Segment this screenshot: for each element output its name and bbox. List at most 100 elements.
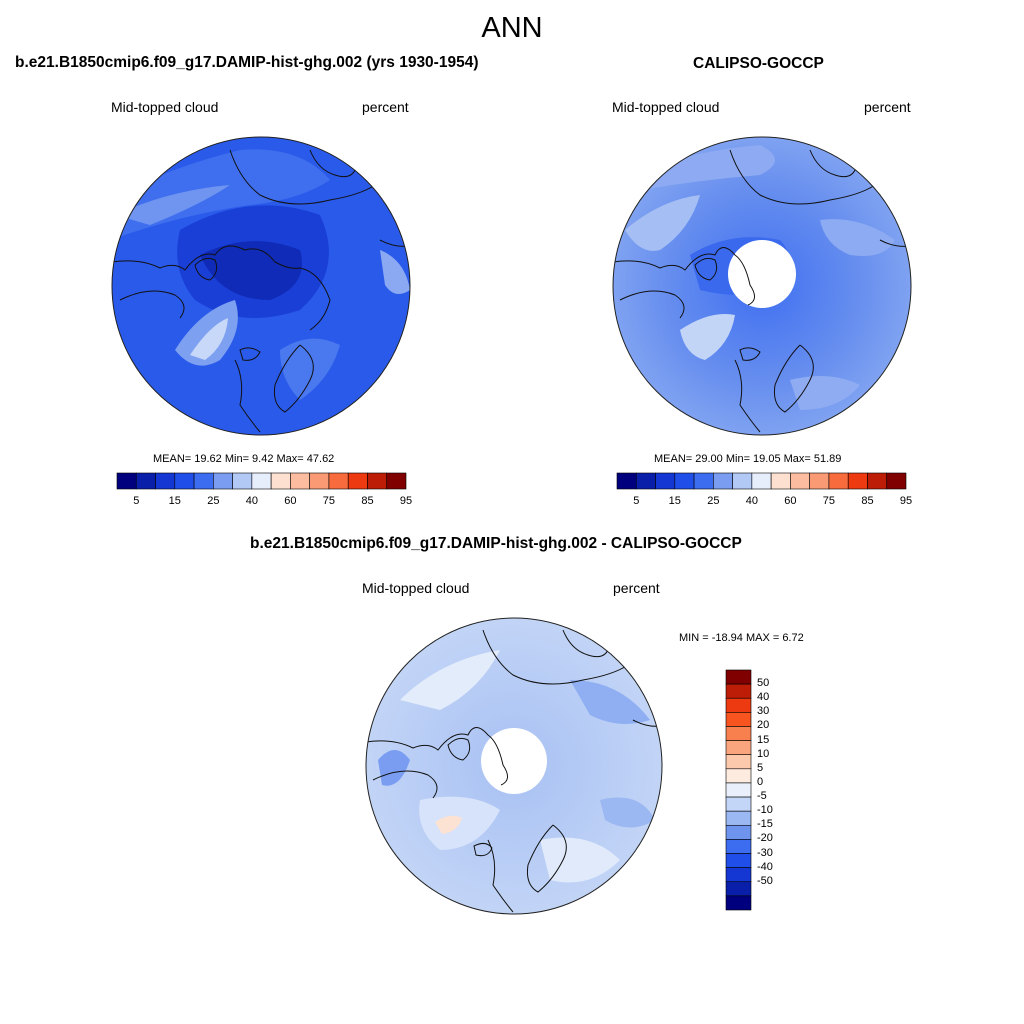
diff-map-border: [365, 617, 663, 915]
colorbar-swatch: [725, 740, 752, 756]
diff-colorbar: [725, 669, 752, 911]
model-polar-map: [111, 136, 411, 436]
colorbar-swatch: [725, 853, 752, 868]
model-high-cloud-patch: [115, 185, 230, 225]
model-pacific-patch: [380, 250, 410, 294]
obs-variable-label: Mid-topped cloud: [612, 99, 720, 115]
obs-pacific-patch: [820, 219, 895, 256]
obs-light-patch-1: [625, 195, 700, 251]
colorbar-swatch: [232, 472, 253, 490]
colorbar-swatch: [174, 472, 195, 490]
colorbar-swatch: [655, 472, 676, 490]
obs-colorbar: [616, 472, 907, 490]
obs-coastlines: [613, 149, 911, 433]
colorbar-swatch: [725, 824, 752, 840]
colorbar-tick-label: 15: [168, 495, 181, 507]
colorbar-swatch: [732, 472, 753, 490]
colorbar-swatch: [725, 839, 752, 854]
colorbar-tick-label: 0: [757, 775, 764, 788]
diff-positive-patch: [435, 815, 462, 834]
model-arctic-minimum: [200, 241, 302, 300]
colorbar-swatch: [725, 782, 752, 798]
colorbar-tick-label: -30: [757, 846, 773, 859]
colorbar-swatch: [367, 472, 388, 490]
colorbar-swatch: [809, 472, 830, 490]
diff-light-patch-3: [540, 837, 620, 883]
colorbar-swatch: [616, 472, 637, 490]
colorbar-tick-label: -15: [757, 818, 773, 831]
colorbar-tick-label: 85: [861, 495, 874, 507]
colorbar-tick-label: 85: [361, 495, 374, 507]
colorbar-swatch: [770, 472, 791, 490]
colorbar-swatch: [116, 472, 137, 490]
colorbar-swatch: [725, 796, 752, 812]
colorbar-swatch: [347, 472, 368, 490]
obs-greenland-patch: [680, 314, 735, 360]
colorbar-tick-label: 20: [757, 719, 770, 732]
colorbar-swatch: [193, 472, 214, 490]
colorbar-swatch: [725, 712, 752, 727]
model-variable-label: Mid-topped cloud: [111, 99, 219, 115]
colorbar-swatch: [751, 472, 772, 490]
colorbar-tick-label: -50: [757, 874, 773, 887]
colorbar-swatch: [847, 472, 868, 490]
diff-negative-patch-3: [600, 797, 655, 828]
model-colorbar: [116, 472, 407, 490]
colorbar-swatch: [309, 472, 330, 490]
colorbar-swatch: [251, 472, 272, 490]
obs-map-border: [612, 136, 912, 436]
colorbar-tick-label: 5: [633, 495, 640, 507]
diff-negative-patch-2: [378, 750, 410, 786]
model-canada-patch: [280, 338, 340, 400]
diff-units-label: percent: [613, 580, 660, 596]
model-stats: MEAN= 19.62 Min= 9.42 Max= 47.62: [153, 453, 335, 465]
colorbar-swatch: [725, 683, 752, 699]
colorbar-swatch: [725, 867, 752, 883]
colorbar-tick-label: 5: [757, 761, 764, 774]
colorbar-swatch: [725, 881, 752, 897]
colorbar-tick-label: -5: [757, 790, 767, 803]
colorbar-swatch: [213, 472, 233, 490]
colorbar-swatch: [328, 472, 349, 490]
obs-polar-map: [612, 136, 912, 436]
colorbar-swatch: [270, 472, 291, 490]
colorbar-tick-label: 95: [899, 495, 913, 507]
colorbar-tick-label: 30: [757, 705, 770, 718]
obs-stats: MEAN= 29.00 Min= 19.05 Max= 51.89: [654, 453, 842, 465]
colorbar-swatch: [725, 726, 752, 741]
colorbar-tick-label: 75: [822, 495, 836, 507]
model-coastlines: [112, 149, 410, 433]
diff-panel-title: b.e21.B1850cmip6.f09_g17.DAMIP-hist-ghg.…: [250, 535, 742, 552]
colorbar-tick-label: 60: [284, 495, 297, 507]
colorbar-tick-label: 60: [784, 495, 797, 507]
colorbar-tick-label: 40: [757, 691, 770, 704]
colorbar-tick-label: -10: [757, 804, 773, 817]
diff-polar-map: [365, 617, 663, 915]
obs-units-label: percent: [864, 99, 911, 115]
colorbar-swatch: [693, 472, 714, 490]
colorbar-tick-label: 40: [745, 495, 758, 507]
obs-polar-data-gap: [728, 240, 796, 308]
main-title: ANN: [481, 12, 543, 44]
colorbar-tick-label: -20: [757, 832, 773, 845]
colorbar-tick-label: 25: [707, 495, 720, 507]
colorbar-swatch: [155, 472, 176, 490]
model-greenland-patch: [175, 300, 238, 366]
colorbar-tick-label: -40: [757, 860, 773, 873]
colorbar-tick-label: 50: [757, 677, 770, 690]
diff-negative-patch-1: [570, 680, 650, 724]
model-units-label: percent: [362, 99, 409, 115]
colorbar-tick-label: 10: [757, 747, 770, 760]
colorbar-swatch: [713, 472, 733, 490]
colorbar-swatch: [135, 472, 156, 490]
colorbar-swatch: [725, 895, 752, 911]
diff-variable-label: Mid-topped cloud: [362, 580, 470, 596]
colorbar-swatch: [635, 472, 656, 490]
diff-polar-data-gap: [481, 728, 547, 794]
colorbar-swatch: [725, 810, 752, 826]
colorbar-swatch: [828, 472, 849, 490]
colorbar-swatch: [886, 472, 907, 490]
colorbar-tick-label: 25: [207, 495, 220, 507]
colorbar-tick-label: 75: [322, 495, 336, 507]
colorbar-tick-label: 95: [399, 495, 413, 507]
